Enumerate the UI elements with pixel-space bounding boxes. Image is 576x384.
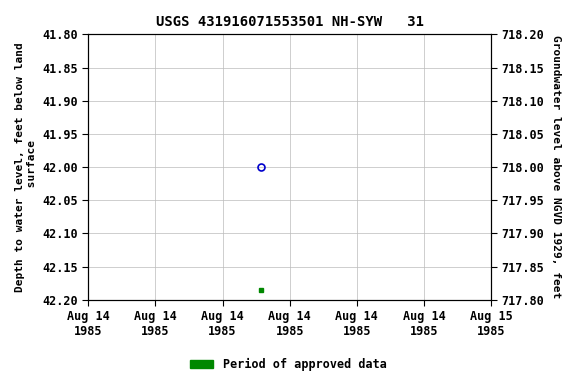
Title: USGS 431916071553501 NH-SYW   31: USGS 431916071553501 NH-SYW 31 xyxy=(156,15,424,29)
Y-axis label: Groundwater level above NGVD 1929, feet: Groundwater level above NGVD 1929, feet xyxy=(551,35,561,299)
Y-axis label: Depth to water level, feet below land
 surface: Depth to water level, feet below land su… xyxy=(15,42,37,292)
Legend: Period of approved data: Period of approved data xyxy=(185,354,391,376)
